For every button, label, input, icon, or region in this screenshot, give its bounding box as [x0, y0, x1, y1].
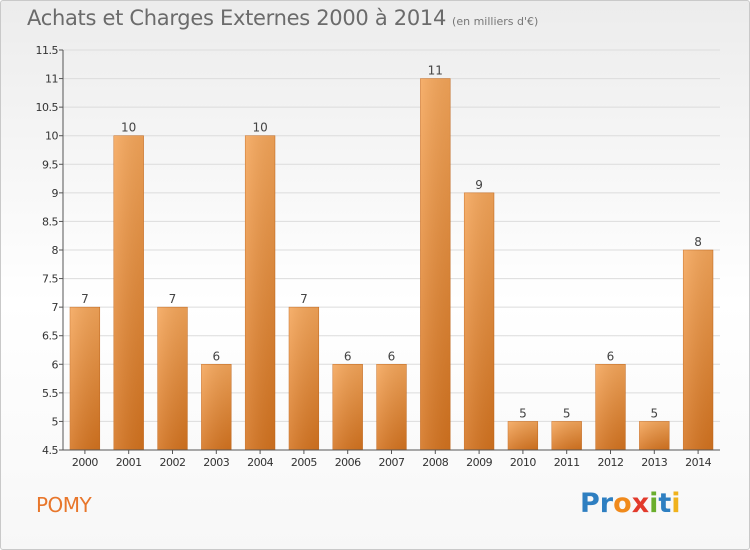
y-tick-label: 5 — [52, 415, 59, 428]
title-text: Achats et Charges Externes 2000 à 2014 — [27, 6, 447, 30]
x-tick-label: 2009 — [466, 456, 492, 469]
commune-name: POMY — [36, 493, 92, 517]
y-tick-label: 6.5 — [42, 330, 58, 343]
y-tick-label: 9.5 — [42, 158, 58, 171]
logo-letter: x — [631, 488, 650, 519]
value-label: 5 — [650, 406, 658, 420]
value-label: 6 — [388, 349, 396, 363]
bar-shade — [420, 78, 451, 451]
logo-letter: r — [599, 488, 614, 519]
bar-shade — [70, 307, 100, 450]
x-tick-label: 2014 — [685, 456, 711, 469]
x-tick-label: 2013 — [641, 456, 667, 469]
value-label: 10 — [121, 121, 136, 135]
bar-shade — [508, 421, 538, 450]
y-tick-label: 10.5 — [36, 101, 59, 114]
x-tick-label: 2006 — [335, 456, 361, 469]
logo-letter: t — [658, 488, 672, 519]
y-tick-label: 8 — [52, 244, 59, 257]
value-label: 6 — [212, 349, 220, 363]
y-tick-label: 7.5 — [42, 273, 58, 286]
x-tick-label: 2012 — [598, 456, 624, 469]
x-tick-label: 2003 — [203, 456, 229, 469]
chart-subtitle: (en milliers d'€) — [452, 15, 539, 28]
value-label: 5 — [563, 406, 571, 420]
bars: 7 10 7 6 10 7 6 6 11 9 5 5 6 5 8 — [69, 64, 714, 451]
bar-shade — [201, 364, 232, 450]
bar-shade — [289, 307, 319, 450]
chart-title: Achats et Charges Externes 2000 à 2014 (e… — [27, 6, 538, 30]
logo-letter: i — [649, 488, 659, 519]
value-label: 6 — [344, 349, 352, 363]
logo-letter: P — [580, 488, 600, 519]
y-tick-label: 4.5 — [42, 444, 58, 457]
y-tick-label: 6 — [52, 358, 59, 371]
y-tick-label: 9 — [52, 187, 59, 200]
y-tick-label: 8.5 — [42, 215, 58, 228]
bar-shade — [683, 250, 713, 450]
bar-shade — [551, 421, 582, 450]
value-label: 7 — [81, 292, 89, 306]
y-tick-label: 10 — [45, 130, 58, 143]
value-label: 7 — [169, 292, 177, 306]
axes: 4.5 5 5.5 6 6.5 7 7.5 8 8.5 9 9.5 10 10.5 11 11.5 2000 2… — [36, 44, 720, 469]
value-label: 9 — [475, 178, 483, 192]
bar-shade — [245, 135, 275, 450]
bar-shade — [157, 307, 188, 450]
y-tick-label: 7 — [52, 301, 59, 314]
bar-shade — [376, 364, 407, 450]
y-tick-label: 11 — [45, 73, 58, 86]
value-label: 10 — [252, 121, 267, 135]
x-tick-label: 2008 — [422, 456, 448, 469]
logo-letter: o — [613, 488, 632, 519]
value-label: 11 — [428, 64, 443, 78]
value-label: 8 — [694, 235, 702, 249]
x-tick-label: 2007 — [379, 456, 405, 469]
x-tick-label: 2000 — [72, 456, 98, 469]
bar-shade — [595, 364, 626, 450]
logo-letter: i — [671, 488, 681, 519]
y-tick-label: 11.5 — [36, 44, 59, 57]
value-label: 7 — [300, 292, 308, 306]
proxiti-logo[interactable]: Proxiti — [580, 488, 681, 519]
x-tick-label: 2001 — [116, 456, 142, 469]
bar-shade — [113, 135, 144, 450]
bar-shade — [332, 364, 363, 450]
bar-shade — [639, 421, 670, 450]
x-tick-label: 2011 — [554, 456, 580, 469]
x-tick-label: 2004 — [247, 456, 273, 469]
x-tick-label: 2002 — [160, 456, 186, 469]
y-tick-label: 5.5 — [42, 387, 58, 400]
x-tick-label: 2005 — [291, 456, 317, 469]
bar-shade — [464, 192, 494, 450]
x-tick-label: 2010 — [510, 456, 536, 469]
value-label: 6 — [607, 349, 615, 363]
value-label: 5 — [519, 406, 527, 420]
